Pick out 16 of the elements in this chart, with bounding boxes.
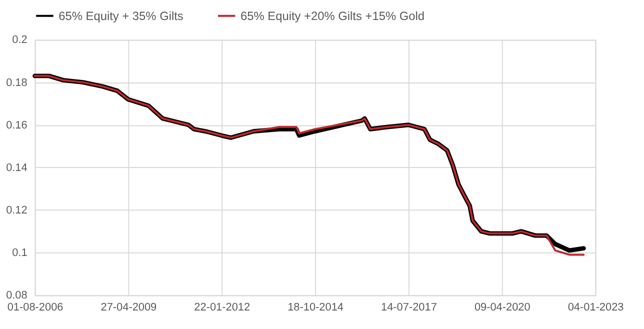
y-tick-label: 0.18 — [6, 76, 28, 89]
x-tick-label: 27-04-2009 — [100, 302, 157, 314]
y-tick-label: 0.16 — [6, 119, 28, 132]
y-tick-label: 0.12 — [6, 204, 28, 216]
y-tick-label: 0.2 — [12, 34, 28, 46]
y-tick-label: 0.08 — [6, 290, 28, 302]
legend-label: 65% Equity + 35% Gilts — [58, 8, 184, 23]
x-tick-label: 14-07-2017 — [381, 302, 437, 314]
y-tick-label: 0.14 — [6, 162, 28, 174]
y-tick-label: 0.1 — [12, 247, 28, 260]
x-tick-label: 22-01-2012 — [194, 302, 250, 314]
x-tick-label: 18-10-2014 — [288, 302, 344, 314]
legend-label: 65% Equity +20% Gilts +15% Gold — [240, 8, 425, 23]
x-tick-label: 04-01-2023 — [568, 302, 624, 314]
x-tick-label: 01-08-2006 — [7, 302, 64, 314]
x-tick-label: 09-04-2020 — [474, 302, 530, 314]
